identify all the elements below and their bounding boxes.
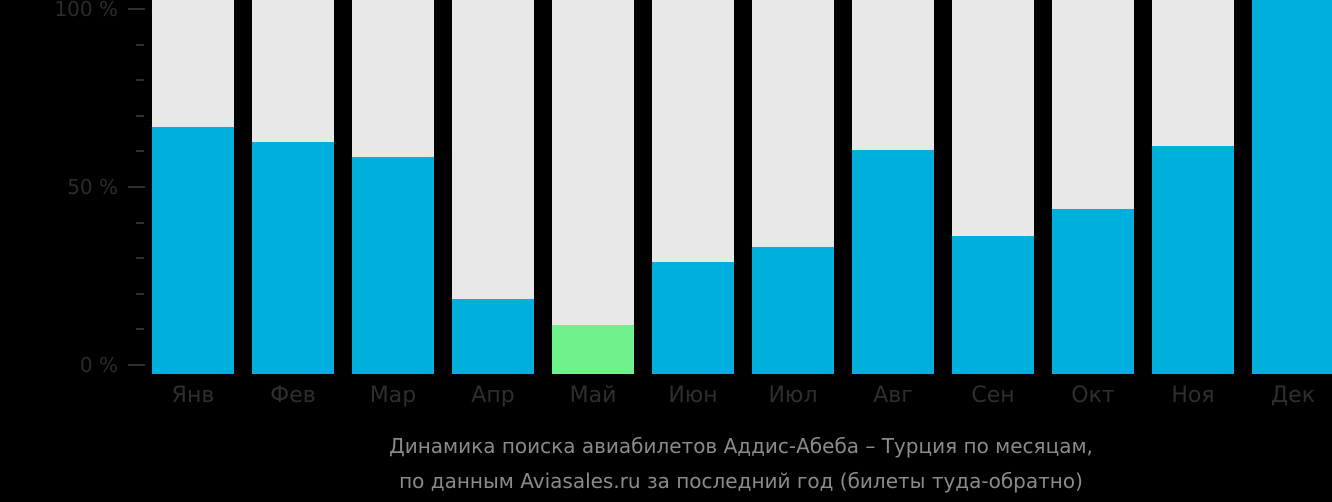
x-tick-label: Авг (873, 383, 913, 408)
y-major-tick (128, 186, 145, 188)
bar-fill (1052, 209, 1134, 374)
bar-fill (152, 127, 234, 374)
y-tick-label: 0 % (79, 353, 118, 377)
y-tick-label: 100 % (54, 0, 118, 21)
y-major-tick (128, 8, 145, 10)
bar-fill-highlight (552, 325, 634, 374)
y-minor-tick (136, 257, 144, 260)
x-tick-label: Окт (1071, 383, 1115, 408)
x-tick-label: Апр (471, 383, 515, 408)
bar-9[interactable] (952, 0, 1034, 374)
x-tick-label: Мар (369, 383, 417, 408)
bar-1[interactable] (152, 0, 234, 374)
x-tick-label: Янв (171, 383, 215, 408)
x-tick-label: Дек (1270, 383, 1315, 408)
x-tick-label: Фев (270, 383, 316, 408)
bar-fill (952, 235, 1034, 374)
x-tick-label: Май (569, 383, 617, 408)
bar-fill (652, 261, 734, 374)
bar-12[interactable] (1252, 0, 1332, 374)
y-minor-tick (136, 221, 144, 224)
bar-11[interactable] (1152, 0, 1234, 374)
bar-6[interactable] (652, 0, 734, 374)
x-tick-label: Июл (768, 383, 818, 408)
y-minor-tick (136, 114, 144, 117)
bar-fill (752, 246, 834, 374)
y-tick-label: 50 % (67, 175, 118, 199)
bar-4[interactable] (452, 0, 534, 374)
bar-10[interactable] (1052, 0, 1134, 374)
bar-fill (852, 149, 934, 374)
bar-fill (252, 142, 334, 374)
y-major-tick (128, 364, 145, 366)
bar-2[interactable] (252, 0, 334, 374)
bar-fill (1152, 145, 1234, 374)
chart-caption-source: по данным Aviasales.ru за последний год … (399, 469, 1083, 493)
y-minor-tick (136, 79, 144, 82)
bar-fill (352, 157, 434, 374)
x-tick-label: Июн (668, 383, 718, 408)
bar-fill (1252, 0, 1332, 374)
bar-5[interactable] (552, 0, 634, 374)
bar-fill (452, 299, 534, 374)
chart-caption-title: Динамика поиска авиабилетов Аддис-Абеба … (389, 434, 1093, 458)
y-minor-tick (136, 43, 144, 46)
bar-8[interactable] (852, 0, 934, 374)
y-minor-tick (136, 328, 144, 331)
x-tick-label: Сен (971, 383, 1015, 408)
y-minor-tick (136, 150, 144, 153)
bar-7[interactable] (752, 0, 834, 374)
bar-3[interactable] (352, 0, 434, 374)
x-tick-label: Ноя (1171, 383, 1215, 408)
y-minor-tick (136, 292, 144, 295)
